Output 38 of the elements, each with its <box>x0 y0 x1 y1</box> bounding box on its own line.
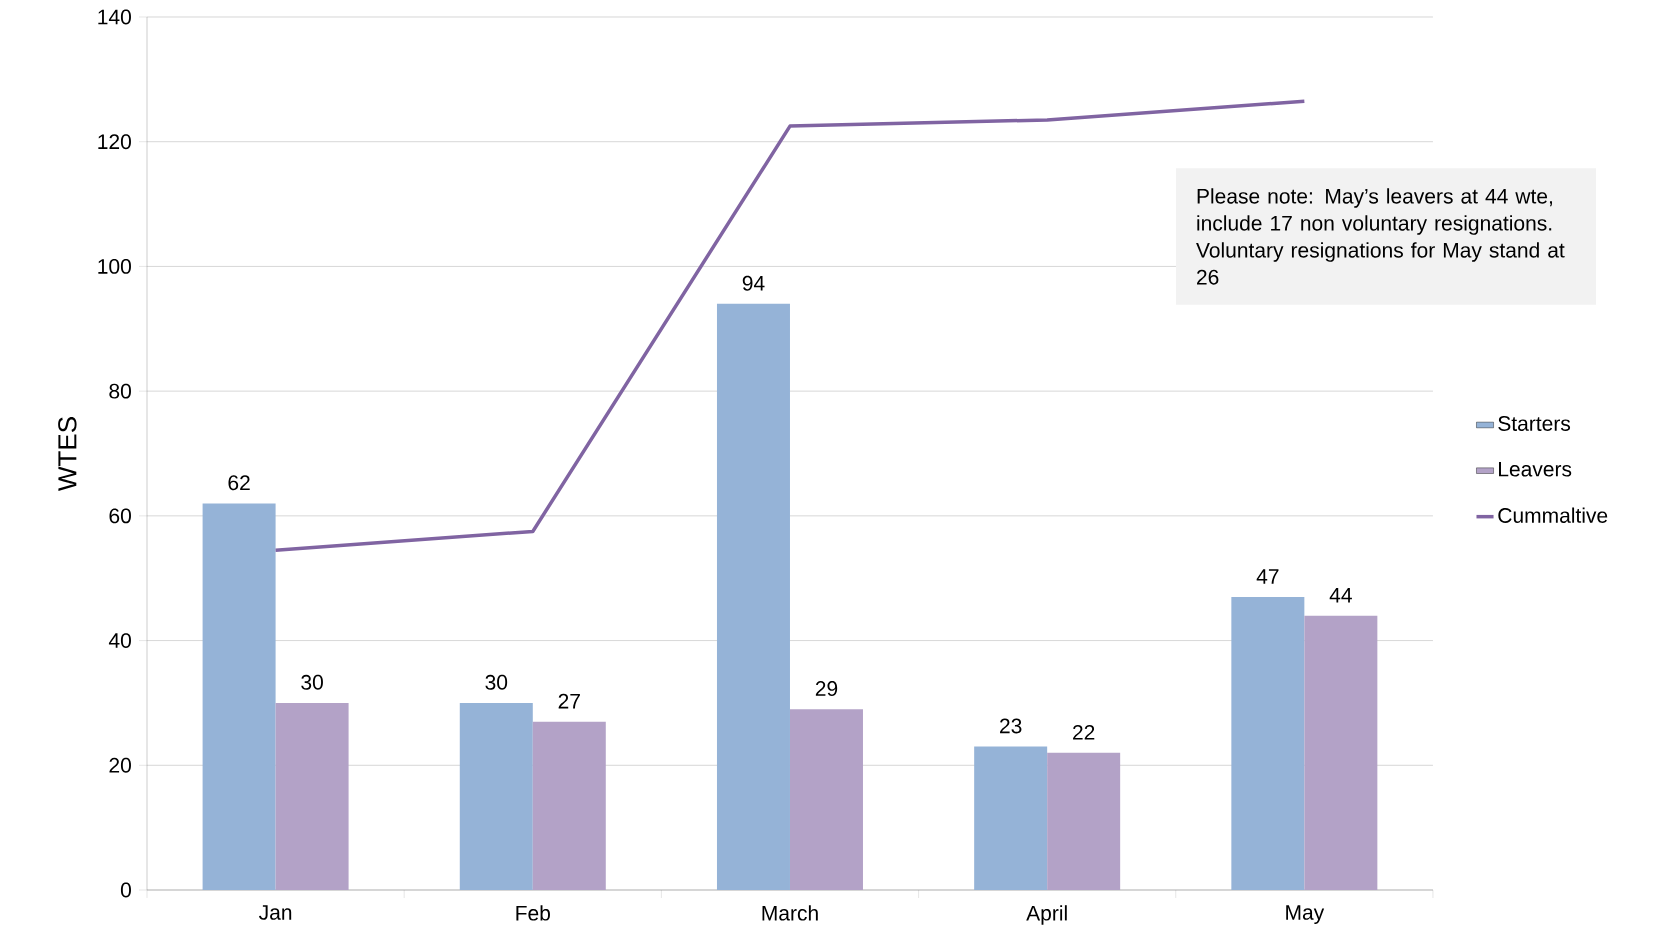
y-tick-label: 120 <box>98 134 131 150</box>
x-tick-label: Jan <box>259 905 292 920</box>
data-label: 44 <box>1329 587 1352 603</box>
y-tick-label: 60 <box>109 508 131 524</box>
bar <box>1304 615 1378 890</box>
y-tick-label: 40 <box>108 633 131 648</box>
bar <box>532 721 606 890</box>
data-label: 27 <box>558 693 580 709</box>
x-tick-label: May <box>1286 905 1325 924</box>
bar <box>1231 596 1305 890</box>
data-label: 30 <box>301 674 323 690</box>
data-label: 23 <box>1000 718 1022 734</box>
bar <box>275 702 349 890</box>
y-tick-label: 0 <box>120 882 131 898</box>
legend-label: Cummaltive <box>1498 507 1608 523</box>
bar <box>1047 752 1121 890</box>
x-tick-label: Feb <box>516 905 550 921</box>
x-tick-label: March <box>762 905 818 921</box>
bar <box>974 746 1048 890</box>
legend-label: Leavers <box>1499 461 1572 477</box>
y-tick-label: 100 <box>98 258 131 274</box>
annotation: Please note: May’s leavers at 44 wte, include 17 non voluntary resignations. Voluntary resignations for May stand at 26 <box>1196 188 1565 285</box>
data-label: 94 <box>742 275 765 291</box>
data-label: 29 <box>815 681 838 696</box>
bar <box>716 303 790 890</box>
data-label: 62 <box>228 475 250 491</box>
data-label: 47 <box>1256 569 1279 584</box>
y-tick-label: 140 <box>98 9 131 25</box>
y-tick-label: 80 <box>109 383 131 399</box>
bar <box>202 503 276 890</box>
data-label: 30 <box>485 674 508 690</box>
bar <box>789 709 863 890</box>
legend-label: Starters <box>1498 416 1571 431</box>
bar <box>459 702 533 890</box>
y-axis-title: WTES <box>58 417 77 491</box>
data-label: 22 <box>1073 724 1095 740</box>
x-tick-label: April <box>1026 905 1067 925</box>
y-tick-label: 20 <box>109 757 131 773</box>
